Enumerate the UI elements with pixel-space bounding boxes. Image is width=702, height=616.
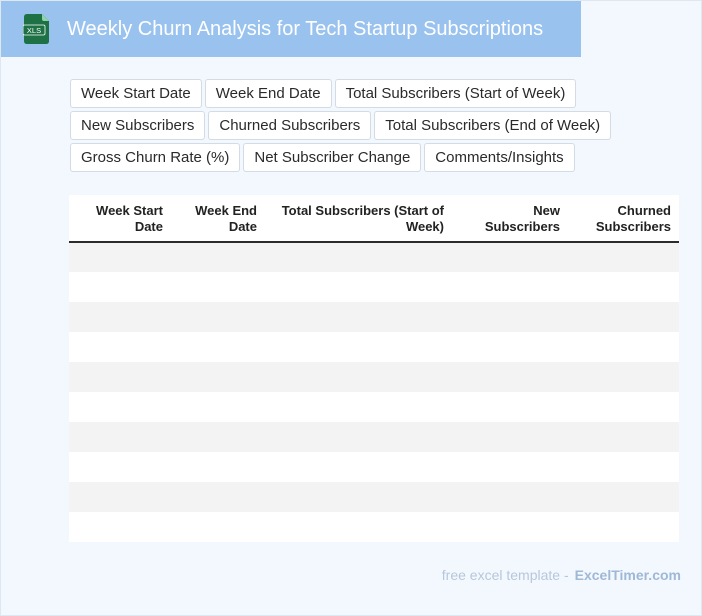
column-chips: Week Start Date Week End Date Total Subs… <box>70 79 630 175</box>
table-cell[interactable] <box>568 392 679 422</box>
table-cell[interactable] <box>265 422 452 452</box>
table-row <box>69 422 679 452</box>
chip-net-subscriber-change[interactable]: Net Subscriber Change <box>243 143 422 172</box>
table-cell[interactable] <box>69 482 171 512</box>
table-cell[interactable] <box>265 302 452 332</box>
xls-icon-label: XLS <box>27 26 41 35</box>
column-header-churned-subscribers[interactable]: Churned Subscribers <box>568 195 679 243</box>
churn-table-container[interactable]: Week Start Date Week End Date Total Subs… <box>69 195 679 542</box>
table-cell[interactable] <box>452 422 568 452</box>
table-cell[interactable] <box>171 452 265 482</box>
table-cell[interactable] <box>171 392 265 422</box>
table-cell[interactable] <box>568 422 679 452</box>
table-cell[interactable] <box>69 422 171 452</box>
page-title: Weekly Churn Analysis for Tech Startup S… <box>67 18 544 40</box>
table-cell[interactable] <box>69 392 171 422</box>
table-cell[interactable] <box>265 332 452 362</box>
table-cell[interactable] <box>265 452 452 482</box>
table-cell[interactable] <box>568 272 679 302</box>
table-body <box>69 242 679 542</box>
table-cell[interactable] <box>452 512 568 542</box>
footer-brand-link[interactable]: ExcelTimer.com <box>574 567 681 583</box>
chip-row: New Subscribers Churned Subscribers Tota… <box>70 111 630 140</box>
table-cell[interactable] <box>69 362 171 392</box>
chip-week-end-date[interactable]: Week End Date <box>204 79 332 108</box>
table-cell[interactable] <box>69 512 171 542</box>
table-cell[interactable] <box>568 512 679 542</box>
table-cell[interactable] <box>265 362 452 392</box>
footer: free excel template - ExcelTimer.com <box>442 567 681 583</box>
column-header-week-end-date[interactable]: Week End Date <box>171 195 265 243</box>
table-cell[interactable] <box>452 482 568 512</box>
chip-churned-subscribers[interactable]: Churned Subscribers <box>208 111 372 140</box>
table-row <box>69 242 679 272</box>
column-header-new-subscribers[interactable]: New Subscribers <box>452 195 568 243</box>
table-cell[interactable] <box>265 242 452 272</box>
table-cell[interactable] <box>568 452 679 482</box>
table-cell[interactable] <box>265 392 452 422</box>
table-cell[interactable] <box>452 332 568 362</box>
table-cell[interactable] <box>452 452 568 482</box>
column-header-week-start-date[interactable]: Week Start Date <box>69 195 171 243</box>
chip-comments-insights[interactable]: Comments/Insights <box>424 143 575 172</box>
table-cell[interactable] <box>171 362 265 392</box>
footer-label: free excel template - <box>441 567 569 583</box>
table-cell[interactable] <box>568 362 679 392</box>
table-cell[interactable] <box>69 332 171 362</box>
xls-file-icon: XLS <box>23 14 49 44</box>
chip-row: Week Start Date Week End Date Total Subs… <box>70 79 630 108</box>
table-cell[interactable] <box>265 512 452 542</box>
column-header-total-subscribers-start[interactable]: Total Subscribers (Start of Week) <box>265 195 452 243</box>
churn-table: Week Start Date Week End Date Total Subs… <box>69 195 679 542</box>
table-cell[interactable] <box>171 422 265 452</box>
table-row <box>69 362 679 392</box>
table-cell[interactable] <box>171 242 265 272</box>
table-cell[interactable] <box>69 302 171 332</box>
title-bar: XLS Weekly Churn Analysis for Tech Start… <box>1 1 581 57</box>
table-cell[interactable] <box>171 482 265 512</box>
table-cell[interactable] <box>452 392 568 422</box>
table-header-row: Week Start Date Week End Date Total Subs… <box>69 195 679 243</box>
chip-gross-churn-rate[interactable]: Gross Churn Rate (%) <box>70 143 241 172</box>
table-cell[interactable] <box>171 512 265 542</box>
table-row <box>69 512 679 542</box>
table-cell[interactable] <box>171 332 265 362</box>
table-cell[interactable] <box>265 272 452 302</box>
table-row <box>69 452 679 482</box>
table-row <box>69 272 679 302</box>
table-cell[interactable] <box>568 332 679 362</box>
table-cell[interactable] <box>171 272 265 302</box>
table-cell[interactable] <box>69 452 171 482</box>
chip-total-subscribers-end[interactable]: Total Subscribers (End of Week) <box>374 111 612 140</box>
chip-new-subscribers[interactable]: New Subscribers <box>70 111 206 140</box>
table-cell[interactable] <box>452 242 568 272</box>
table-cell[interactable] <box>171 302 265 332</box>
chip-row: Gross Churn Rate (%) Net Subscriber Chan… <box>70 143 630 172</box>
table-row <box>69 482 679 512</box>
table-cell[interactable] <box>452 362 568 392</box>
table-cell[interactable] <box>568 242 679 272</box>
table-cell[interactable] <box>69 272 171 302</box>
table-cell[interactable] <box>265 482 452 512</box>
chip-total-subscribers-start[interactable]: Total Subscribers (Start of Week) <box>334 79 577 108</box>
table-row <box>69 302 679 332</box>
table-row <box>69 392 679 422</box>
chip-week-start-date[interactable]: Week Start Date <box>70 79 202 108</box>
table-cell[interactable] <box>568 302 679 332</box>
table-cell[interactable] <box>452 302 568 332</box>
table-cell[interactable] <box>568 482 679 512</box>
table-cell[interactable] <box>69 242 171 272</box>
table-cell[interactable] <box>452 272 568 302</box>
table-row <box>69 332 679 362</box>
